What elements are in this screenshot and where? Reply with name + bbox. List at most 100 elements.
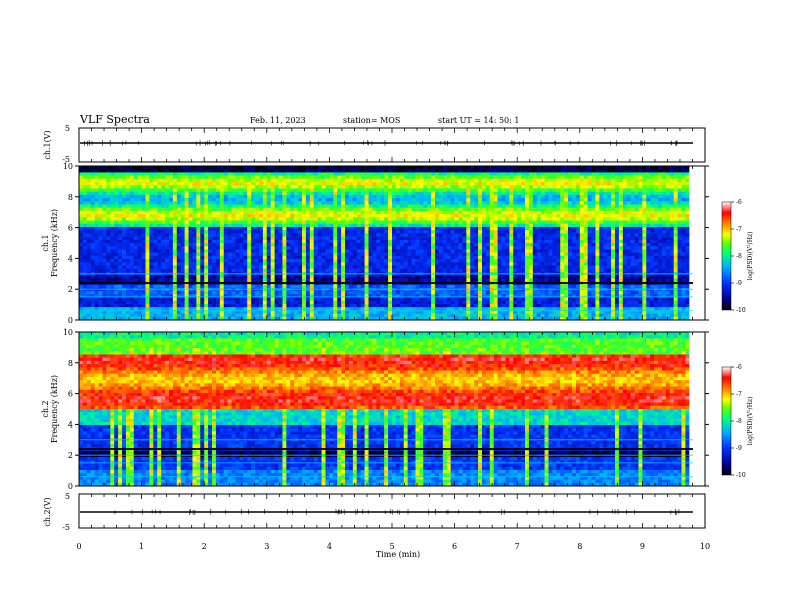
spectrogram-cell <box>309 172 315 176</box>
spectrogram-cell <box>153 265 158 269</box>
spectrogram-cell <box>454 191 459 196</box>
spectrogram-cell <box>94 259 99 263</box>
spectrogram-cell <box>364 275 369 279</box>
spectrogram-cell <box>262 185 268 189</box>
spectrogram-cell <box>82 297 88 302</box>
spectrogram-cell <box>98 223 103 228</box>
spectrogram-cell <box>223 191 228 196</box>
spectrogram-cell <box>423 313 428 318</box>
spectrogram-cell <box>337 294 342 298</box>
spectrogram-cell <box>90 275 95 279</box>
spectrogram-cell <box>368 188 373 192</box>
spectrogram-cell <box>235 223 240 228</box>
spectrogram-cell <box>102 255 107 260</box>
spectrogram-cell <box>157 249 162 253</box>
spectrogram-cell <box>98 297 103 302</box>
spectrogram-cell <box>204 291 209 295</box>
spectrogram-cell <box>454 291 459 295</box>
spectrogram-cell <box>114 201 119 205</box>
spectrogram-cell <box>446 191 451 196</box>
spectrogram-cell <box>474 287 479 292</box>
spectrogram-cell <box>399 236 405 241</box>
spectrogram-cell <box>458 275 463 279</box>
spectrogram-cell <box>255 169 260 173</box>
spectrogram-cell <box>200 310 205 314</box>
spectrogram-cell <box>294 230 299 234</box>
ch1-spectrogram-image <box>79 166 705 320</box>
spectrogram-cell <box>305 307 311 311</box>
spectrogram-cell <box>298 194 303 199</box>
spectrogram-cell <box>223 284 228 289</box>
spectrogram-cell <box>247 214 252 218</box>
spectrogram-cell <box>227 275 232 279</box>
spectrogram-cell <box>438 172 444 176</box>
spectrogram-cell <box>435 246 440 250</box>
spectrogram-cell <box>172 230 178 234</box>
spectrogram-cell <box>235 284 240 289</box>
spectrogram-cell <box>317 201 322 205</box>
spectrogram-cell <box>184 310 189 314</box>
spectrogram-cell <box>208 303 213 308</box>
spectrogram-cell <box>407 204 412 209</box>
spectrogram-cell <box>133 297 138 302</box>
spectrogram-cell <box>125 166 131 170</box>
spectrogram-cell <box>192 313 197 318</box>
spectrogram-cell <box>141 300 146 305</box>
spectrogram-cell <box>388 166 393 170</box>
spectrogram-cell <box>114 169 119 173</box>
spectrogram-cell <box>282 207 287 212</box>
spectrogram-cell <box>176 275 182 279</box>
spectrogram-cell <box>392 316 397 320</box>
spectrogram-cell <box>466 175 471 180</box>
spectrogram-cell <box>294 316 299 320</box>
spectrogram-cell <box>231 188 236 192</box>
spectrogram-cell <box>278 310 283 314</box>
spectrogram-cell <box>153 233 158 237</box>
spectrogram-cell <box>286 252 291 257</box>
spectrogram-cell <box>403 214 408 218</box>
spectrogram-cell <box>266 194 272 199</box>
spectrogram-cell <box>415 210 420 215</box>
spectrogram-cell <box>364 230 369 234</box>
spectrogram-cell <box>360 217 365 221</box>
spectrogram-cell <box>239 169 244 173</box>
spectrogram-cell <box>438 194 444 199</box>
spectrogram-cell <box>133 307 138 311</box>
spectrogram-cell <box>200 175 205 180</box>
spectrogram-cell <box>298 297 303 302</box>
spectrogram-cell <box>317 194 322 199</box>
spectrogram-cell <box>141 259 146 263</box>
spectrogram-cell <box>102 217 107 221</box>
spectrogram-cell <box>90 207 95 212</box>
spectrogram-cell <box>114 239 119 244</box>
spectrogram-cell <box>251 307 256 311</box>
spectrogram-cell <box>478 291 483 295</box>
spectrogram-cell <box>227 294 232 298</box>
spectrogram-cell <box>255 265 260 269</box>
spectrogram-cell <box>137 307 142 311</box>
spectrogram-cell <box>442 303 448 308</box>
spectrogram-cell <box>212 265 217 269</box>
spectrogram-cell <box>161 252 166 257</box>
spectrogram-cell <box>168 169 174 173</box>
spectrogram-cell <box>161 278 166 282</box>
spectrogram-cell <box>384 278 389 282</box>
spectrogram-cell <box>446 175 451 180</box>
spectrogram-cell <box>427 287 432 292</box>
spectrogram-cell <box>270 169 275 173</box>
spectrogram-cell <box>161 207 166 212</box>
spectrogram-cell <box>262 169 268 173</box>
spectrogram-cell <box>481 207 487 212</box>
spectrogram-cell <box>122 259 127 263</box>
spectrogram-cell <box>388 265 393 269</box>
spectrogram-cell <box>403 223 408 228</box>
spectrogram-cell <box>356 239 361 244</box>
spectrogram-cell <box>247 198 252 202</box>
spectrogram-cell <box>98 268 103 273</box>
spectrogram-cell <box>188 284 193 289</box>
spectrogram-cell <box>94 217 99 221</box>
spectrogram-cell <box>466 220 471 225</box>
spectrogram-cell <box>251 310 256 314</box>
spectrogram-cell <box>329 249 334 253</box>
spectrogram-cell <box>196 182 201 186</box>
